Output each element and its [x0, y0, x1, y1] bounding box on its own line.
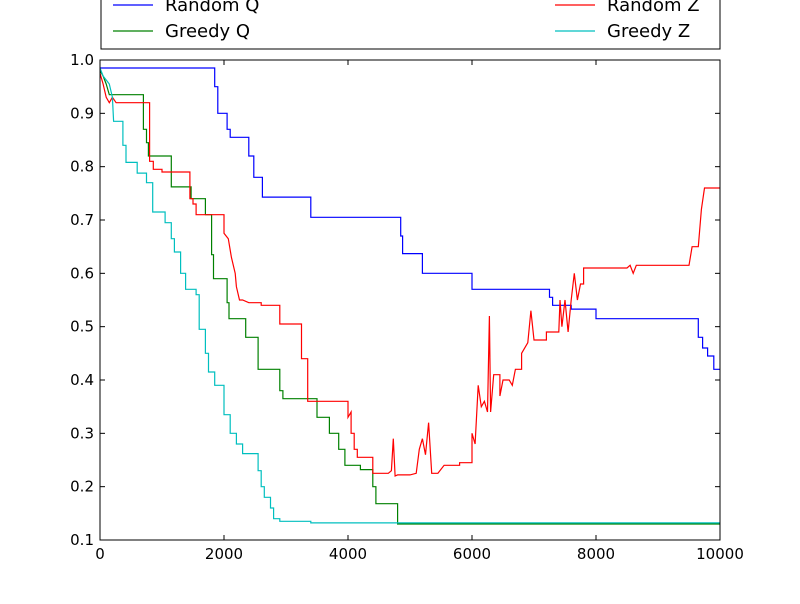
y-tick-label: 0.4: [70, 371, 94, 389]
plot-area: [100, 67, 720, 525]
y-tick-label: 0.7: [70, 211, 94, 229]
axes: 0 2000 4000 6000 8000 10000 0.1 0.2 0.3 0.4 0.5 0.6…: [70, 51, 744, 563]
axes-frame: [99, 59, 721, 541]
y-tick-label: 1.0: [70, 51, 94, 69]
y-tick-label: 0.3: [70, 424, 94, 442]
y-tick-label: 0.9: [70, 104, 94, 122]
legend-label: Greedy Z: [607, 21, 690, 42]
series-line-random-z: [100, 73, 720, 477]
y-tick-label: 0.6: [70, 264, 94, 282]
x-tick-label: 10000: [696, 545, 744, 563]
y-tick-label: 0.8: [70, 158, 94, 176]
series-line-random-q: [100, 67, 720, 370]
series-line-greedy-z: [100, 67, 720, 524]
x-tick-label: 4000: [329, 545, 367, 563]
x-tick-label: 0: [95, 545, 105, 563]
series-line-greedy-q: [100, 70, 720, 525]
legend: Random Q Greedy Q Random Z Greedy Z: [100, 0, 721, 50]
legend-box: [100, 0, 721, 50]
y-tick-label: 0.1: [70, 531, 94, 549]
x-tick-label: 8000: [577, 545, 615, 563]
x-tick-label: 2000: [205, 545, 243, 563]
legend-label: Random Z: [607, 0, 700, 16]
y-tick-label: 0.2: [70, 478, 94, 496]
x-tick-label: 6000: [453, 545, 491, 563]
y-tick-label: 0.5: [70, 318, 94, 336]
legend-label: Greedy Q: [165, 21, 250, 42]
legend-label: Random Q: [165, 0, 259, 16]
